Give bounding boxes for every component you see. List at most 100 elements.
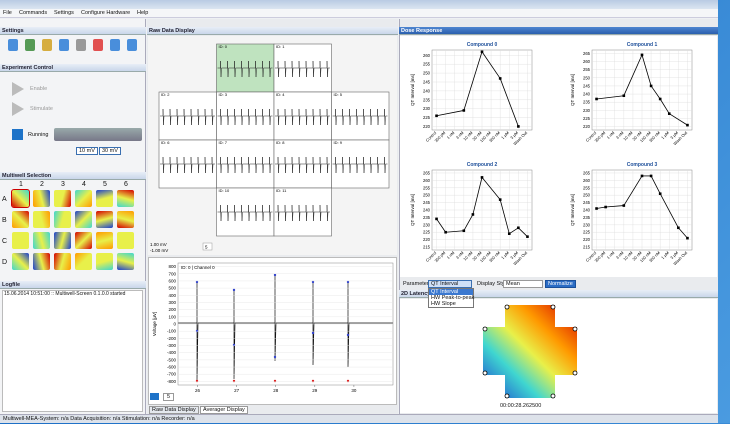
line-segment (463, 51, 483, 111)
enable-icon[interactable] (12, 82, 24, 96)
well[interactable] (117, 232, 134, 249)
tab[interactable]: Raw Data Display (149, 406, 199, 414)
y-tick-label: 245 (583, 83, 591, 88)
x-tick-label: 3 nM (455, 130, 465, 140)
data-point (471, 213, 475, 216)
option[interactable]: HW Slope (431, 301, 456, 307)
tool-icon[interactable] (42, 39, 52, 51)
y-tick-label: 255 (583, 185, 591, 190)
running-label: Running (28, 132, 49, 138)
fit-button[interactable] (150, 393, 159, 400)
well[interactable] (96, 190, 113, 207)
normalize-button[interactable]: Normalize (545, 280, 576, 288)
well[interactable] (96, 232, 113, 249)
running-button[interactable] (12, 129, 23, 140)
menu-item[interactable]: Help (137, 10, 149, 16)
line-segment (518, 227, 528, 237)
y-tick-label: 245 (423, 200, 431, 205)
well[interactable] (117, 253, 134, 270)
tool-icon[interactable] (25, 39, 35, 51)
zoom-box[interactable]: 5 (163, 393, 175, 401)
option[interactable]: QT Interval (429, 289, 473, 295)
y-tick-label: 100 (168, 314, 176, 319)
well[interactable] (75, 190, 92, 207)
protocol-bar[interactable] (54, 128, 142, 141)
level-box[interactable]: 10 mV (76, 147, 98, 155)
y-tick-label: 600 (168, 278, 176, 283)
x-tick-label: 30 nM (631, 130, 642, 141)
tool-icon[interactable] (59, 39, 69, 51)
well[interactable] (33, 190, 50, 207)
electrode-trace (275, 60, 330, 78)
electrode-label: ID: 1 (276, 44, 285, 49)
electrode-trace (217, 156, 273, 174)
electrode-label: ID: 5 (334, 92, 343, 97)
menu-item[interactable]: Configure Hardware (81, 10, 131, 16)
data-point (604, 205, 607, 209)
well[interactable] (12, 253, 29, 270)
y-tick-label: 400 (168, 293, 176, 298)
well[interactable] (33, 232, 50, 249)
column-label: 3 (61, 181, 65, 188)
line-segment (641, 54, 652, 87)
well[interactable] (117, 190, 134, 207)
tool-icon[interactable] (8, 39, 18, 51)
menu-item[interactable]: Commands (19, 10, 48, 16)
data-point (595, 207, 598, 210)
well[interactable] (54, 232, 71, 249)
well[interactable] (33, 253, 50, 270)
y-tick-label: 300 (168, 300, 176, 305)
electrode-label: ID: 0 (219, 44, 228, 49)
well[interactable] (54, 253, 71, 270)
tool-icon[interactable] (76, 39, 86, 51)
well[interactable] (96, 253, 113, 270)
y-tick-label: 245 (583, 200, 591, 205)
well[interactable] (54, 190, 71, 207)
title-bar (0, 0, 718, 9)
column-label: 6 (124, 181, 128, 188)
latency-cross (483, 305, 577, 398)
well[interactable] (11, 189, 30, 208)
well[interactable] (12, 232, 29, 249)
y-tick-label: 230 (583, 222, 591, 227)
option[interactable]: HW Peak-to-peak (431, 295, 475, 301)
menu-item[interactable]: File (3, 10, 12, 16)
data-point (686, 236, 689, 240)
y-tick-label: 235 (583, 215, 591, 220)
level-box[interactable]: 30 mV (99, 147, 121, 155)
tool-icon[interactable] (127, 39, 137, 51)
data-point (640, 53, 644, 57)
stimulate-icon[interactable] (12, 102, 24, 116)
y-tick-label: 225 (583, 230, 591, 235)
latency-timestamp: 00:00:28.262500 (500, 403, 542, 409)
zoom-box[interactable] (202, 242, 213, 251)
event-markers (195, 379, 350, 383)
enable-label: Enable (30, 86, 48, 92)
well[interactable] (75, 211, 92, 228)
data-point (658, 97, 662, 101)
panel-header: Settings (0, 27, 146, 35)
y-tick-label: 235 (583, 100, 591, 105)
column-label: 1 (19, 181, 23, 188)
display-select[interactable]: Mean (503, 280, 543, 288)
well[interactable] (33, 211, 50, 228)
menu-item[interactable]: Settings (54, 10, 74, 16)
well[interactable] (54, 211, 71, 228)
electrode-trace (332, 108, 388, 126)
parameter-select[interactable]: QT Interval (428, 280, 472, 288)
scale-bottom: -1.00 mV (150, 248, 168, 253)
panel-header: 2D Latency (399, 290, 718, 298)
electrode-label: ID: 4 (276, 92, 285, 97)
panel-header: Experiment Control (0, 64, 146, 72)
tool-icon[interactable] (110, 39, 120, 51)
well[interactable] (75, 232, 92, 249)
tool-icon[interactable] (93, 39, 103, 51)
well[interactable] (75, 253, 92, 270)
y-tick-label: 230 (423, 106, 431, 111)
well[interactable] (12, 211, 29, 228)
well[interactable] (96, 211, 113, 228)
y-tick-label: 260 (423, 53, 431, 58)
tab[interactable]: Averager Display (200, 406, 248, 414)
data-point (517, 226, 520, 230)
well[interactable] (117, 211, 134, 228)
